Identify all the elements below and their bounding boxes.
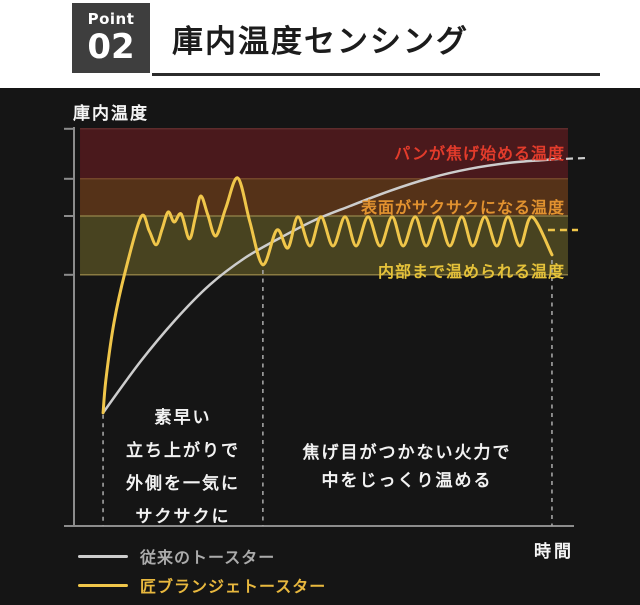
point-badge-number: 02 [87,27,135,67]
annotation-fast-line-4: サクサクに [135,507,231,527]
annotation-fast-line-3: 外側を一気に [126,474,240,494]
band-label-crispy-temp: 表面がサクサクになる温度 [360,198,565,217]
legend-item-conventional: 従来のトースター [78,544,326,568]
annotation-fast-line-2: 立ち上がりで [126,441,240,461]
annotation-slow-line-1: 焦げ目がつかない火力で [302,443,512,463]
annotation-fast-line-1: 素早い [154,408,212,428]
annotation-slow-warm: 焦げ目がつかない火力で 中をじっくり温める [276,439,538,495]
annotation-fast-rise: 素早い 立ち上がりで 外側を一気に サクサクに [103,402,263,534]
title-underline [152,73,600,76]
legend-item-takumi: 匠ブランジェトースター [78,573,326,597]
legend-swatch-conventional-line [78,554,128,558]
band-label-burn-temp: パンが焦げ始める温度 [394,144,565,163]
band-label-warm-inside-temp: 内部まで温められる温度 [377,262,565,281]
y-axis-label: 庫内温度 [73,104,149,124]
chart-legend: 従来のトースター 匠ブランジェトースター [78,544,326,597]
chart-canvas [64,127,588,527]
page-title: 庫内温度センシング [172,24,469,60]
legend-label-conventional: 従来のトースター [140,548,276,567]
page-header: Point 02 庫内温度センシング [0,0,640,88]
chart-panel: 庫内温度 パンが焦げ始める温度 表面がサクサクになる温度 内部まで温められる温度… [0,88,640,605]
legend-label-takumi: 匠ブランジェトースター [140,577,327,596]
legend-swatch-takumi-line [78,583,128,587]
x-axis-label: 時間 [534,542,574,562]
point-badge-label: Point [87,10,135,28]
annotation-slow-line-2: 中をじっくり温める [321,471,493,491]
point-badge: Point 02 [72,3,150,73]
